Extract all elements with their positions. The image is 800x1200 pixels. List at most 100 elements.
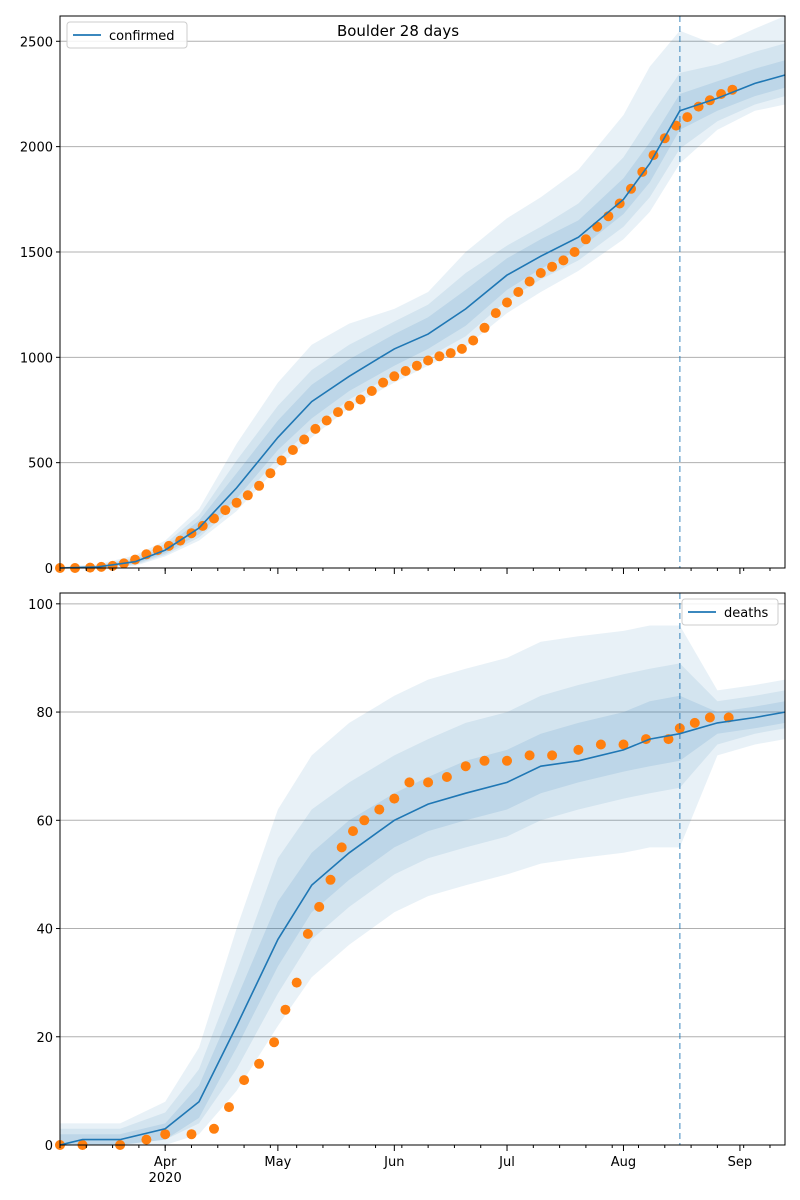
- x-tick-sublabel: 2020: [149, 1171, 182, 1186]
- observed-point: [689, 717, 700, 728]
- y-tick-label: 1000: [20, 351, 53, 366]
- panel-0: 0 500 1000 1500 2000 2500 confirmed: [20, 15, 786, 577]
- observed-point: [239, 1075, 250, 1086]
- observed-point: [513, 287, 524, 297]
- axes-frame: [59, 592, 786, 1146]
- observed-point: [254, 480, 265, 491]
- observed-point: [389, 793, 400, 804]
- y-tick-label: 100: [28, 598, 53, 613]
- figure-title: Boulder 28 days: [337, 22, 459, 40]
- y-tick-label: 0: [45, 1139, 53, 1154]
- y-tick-label: 20: [36, 1031, 53, 1046]
- observed-point: [502, 755, 512, 766]
- observed-point: [287, 445, 298, 455]
- band-outer: [60, 16, 785, 568]
- band-mid: [60, 43, 785, 568]
- observed-point: [321, 415, 332, 426]
- observed-point: [299, 434, 310, 445]
- observed-point: [160, 1129, 171, 1140]
- legend: deaths: [681, 598, 779, 626]
- observed-point: [723, 712, 734, 723]
- observed-point: [378, 377, 389, 388]
- observed-point: [186, 1129, 197, 1140]
- observed-point: [618, 739, 629, 750]
- observed-point: [441, 772, 452, 782]
- observed-point: [302, 928, 313, 939]
- observed-point: [445, 348, 456, 359]
- observed-point: [336, 842, 347, 853]
- observed-point: [411, 360, 422, 371]
- y-tick-label: 80: [36, 706, 53, 721]
- observed-point: [535, 268, 546, 278]
- observed-point: [595, 739, 606, 750]
- x-tick-label: May: [264, 1155, 291, 1170]
- legend-label: deaths: [724, 606, 769, 621]
- observed-point: [254, 1058, 265, 1069]
- observed-point: [269, 1037, 280, 1048]
- legend-box: [681, 598, 779, 626]
- observed-point: [310, 423, 321, 434]
- observed-point: [242, 490, 253, 501]
- model-line: [59, 74, 786, 569]
- observed-point: [209, 1123, 219, 1134]
- observed-point: [558, 255, 569, 266]
- legend-box: [66, 21, 188, 49]
- observed-point: [573, 744, 584, 755]
- y-tick-label: 2500: [20, 35, 53, 50]
- observed-point: [348, 826, 358, 837]
- observed-point: [374, 804, 385, 815]
- observed-point: [224, 1102, 234, 1113]
- band-inner: [60, 695, 785, 1145]
- observed-point: [479, 322, 490, 333]
- observed-point: [434, 351, 445, 362]
- x-tick-label: Sep: [728, 1155, 753, 1170]
- legend-label: confirmed: [109, 29, 175, 44]
- y-tick-label: 2000: [20, 141, 53, 156]
- observed-point: [404, 777, 415, 788]
- observed-point: [524, 750, 535, 761]
- observed-point: [547, 261, 558, 272]
- y-tick-label: 0: [45, 562, 53, 577]
- model-line: [59, 711, 786, 1146]
- x-tick-label: Jul: [498, 1155, 515, 1170]
- observed-point: [280, 1004, 291, 1015]
- observed-point: [265, 468, 276, 479]
- y-tick-label: 1500: [20, 246, 53, 261]
- observed-point: [547, 750, 558, 761]
- observed-point: [468, 335, 479, 346]
- observed-point: [344, 400, 355, 411]
- x-tick-label: Jun: [383, 1155, 404, 1170]
- observed-point: [580, 234, 591, 245]
- axes-frame: [59, 15, 786, 569]
- observed-point: [231, 497, 242, 508]
- legend: confirmed: [66, 21, 188, 49]
- observed-point: [460, 761, 471, 772]
- observed-point: [490, 308, 501, 319]
- observed-point: [423, 355, 434, 366]
- observed-point: [333, 407, 343, 418]
- band-inner: [60, 60, 785, 568]
- observed-point: [291, 977, 302, 988]
- observed-point: [325, 874, 336, 885]
- y-tick-label: 500: [28, 457, 53, 472]
- observed-point: [727, 84, 738, 95]
- observed-point: [400, 366, 411, 376]
- x-tick-label: Apr: [154, 1155, 177, 1170]
- observed-point: [220, 505, 231, 516]
- x-tick-label: Aug: [611, 1155, 636, 1170]
- observed-point: [355, 394, 366, 405]
- observed-point: [423, 777, 434, 788]
- observed-point: [479, 755, 490, 766]
- observed-point: [314, 901, 325, 912]
- observed-point: [366, 386, 377, 396]
- observed-point: [197, 520, 208, 531]
- observed-point: [141, 1134, 152, 1145]
- observed-point: [524, 276, 535, 287]
- observed-point: [682, 112, 693, 123]
- observed-point: [704, 712, 715, 723]
- observed-point: [592, 221, 603, 232]
- band-mid: [60, 663, 785, 1145]
- observed-point: [502, 297, 512, 308]
- observed-point: [359, 815, 370, 826]
